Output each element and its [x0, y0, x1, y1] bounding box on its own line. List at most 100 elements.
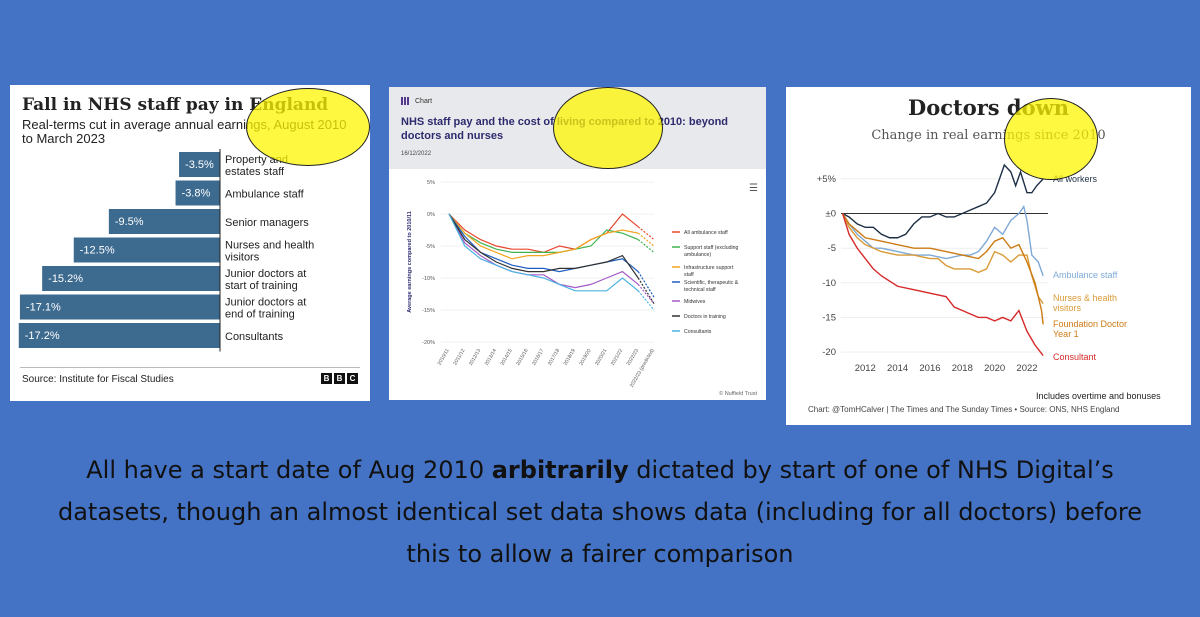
bar — [42, 266, 220, 291]
y-tick-label: -5% — [425, 244, 435, 250]
x-tick-label: 2015/16 — [515, 348, 529, 367]
y-tick-label: ±0 — [826, 209, 837, 220]
bar-value-label: -17.2% — [25, 330, 60, 342]
bar-value-label: -12.5% — [80, 245, 115, 257]
category-label: Consultants — [225, 331, 284, 343]
y-axis-label: Average earnings compared to 2010/11 — [407, 211, 413, 313]
x-tick-label: 2012/13 — [468, 348, 482, 367]
category-label: Junior doctors at — [225, 297, 306, 309]
bar — [73, 237, 220, 263]
series-line-predicted — [637, 284, 655, 304]
x-tick-label: 2019/20 — [578, 348, 592, 367]
series-line-predicted — [637, 226, 655, 241]
series-label: Ambulance staff — [1053, 270, 1118, 280]
legend-label: technical staff — [684, 287, 716, 293]
nuffield-credit: © Nuffield Trust — [719, 390, 757, 397]
times-chart-credit: Chart: @TomHCalver | The Times and The S… — [808, 405, 1120, 414]
highlight-ellipse-1 — [246, 88, 370, 166]
x-tick-label: 2010/11 — [437, 348, 451, 367]
bar-value-label: -3.8% — [182, 188, 211, 200]
series-label: Year 1 — [1053, 329, 1079, 339]
times-chart-panel: Doctors down Change in real earnings sin… — [786, 87, 1191, 425]
x-tick-label: 2022 — [1016, 363, 1037, 374]
category-label: estates staff — [225, 166, 285, 178]
bbc-divider — [20, 367, 360, 368]
series-line — [448, 213, 639, 254]
legend-label: Doctors in training — [684, 314, 726, 320]
series-line — [448, 213, 639, 292]
legend-label: staff — [684, 272, 694, 278]
series-line — [842, 213, 1044, 325]
legend-label: All ambulance staff — [684, 230, 728, 236]
legend-label: Scientific, therapeutic & — [684, 280, 739, 286]
legend-label: Midwives — [684, 299, 706, 305]
series-line-predicted — [637, 290, 655, 311]
series-label: All workers — [1053, 174, 1098, 184]
x-tick-label: 2014 — [887, 363, 908, 374]
highlight-ellipse-2 — [553, 87, 663, 169]
series-line — [448, 213, 639, 289]
series-line — [842, 163, 1044, 239]
series-line — [841, 213, 1044, 304]
category-label: end of training — [225, 309, 295, 321]
bar-chart-icon — [401, 97, 411, 105]
x-tick-label: 2017/18 — [547, 348, 561, 367]
y-tick-label: 5% — [427, 180, 435, 186]
legend-label: Support staff (excluding — [684, 245, 739, 251]
series-label: Consultant — [1053, 352, 1097, 362]
category-label: Junior doctors at — [225, 268, 306, 280]
x-tick-label: 2011/12 — [452, 348, 466, 367]
highlight-ellipse-3 — [1004, 98, 1098, 180]
series-line-predicted — [637, 277, 655, 304]
y-tick-label: -5 — [828, 243, 836, 254]
bar — [179, 152, 220, 177]
x-tick-label: 2021/22 — [610, 348, 624, 367]
series-line — [841, 213, 1044, 356]
x-tick-label: 2012 — [855, 363, 876, 374]
y-tick-label: -10 — [822, 278, 836, 289]
category-label: Senior managers — [225, 217, 309, 229]
series-line — [448, 213, 639, 253]
caption-part-2: dictated by start of one of NHS Digital’… — [57, 456, 1143, 568]
x-tick-label: 2020/21 — [594, 348, 608, 367]
x-tick-label: 2014/15 — [500, 348, 514, 367]
y-tick-label: +5% — [817, 174, 837, 185]
category-label: start of training — [225, 280, 298, 292]
x-tick-label: 2018/19 — [563, 348, 577, 367]
series-line — [842, 204, 1044, 277]
hamburger-menu-icon[interactable]: ☰ — [749, 183, 758, 194]
x-tick-label: 2020 — [984, 363, 1005, 374]
caption-part-1: All have a start date of Aug 2010 — [86, 456, 485, 484]
series-line-predicted — [637, 232, 655, 247]
times-line-chart: +5% ±0 -5 -10 -15 -20 2012 2014 2016 2018 2020 2022… — [817, 163, 1127, 374]
series-label: visitors — [1053, 303, 1082, 313]
y-tick-label: -15 — [822, 312, 836, 323]
series-label: Nurses & health — [1053, 293, 1117, 303]
x-tick-label: 2022/23 — [626, 348, 640, 367]
bar — [108, 209, 220, 234]
caption-bold: arbitrarily — [491, 456, 629, 484]
category-label: visitors — [225, 252, 260, 264]
x-tick-label: 2018 — [952, 363, 973, 374]
x-tick-label: 2013/14 — [484, 348, 498, 367]
y-tick-label: 0% — [427, 212, 435, 218]
series-line-predicted — [637, 271, 655, 298]
category-label: Nurses and health — [225, 240, 314, 252]
nuffield-line-chart: 5% 0% -5% -10% -15% -20%2010/11 2011/12 2012/13… — [407, 180, 757, 397]
bar — [19, 294, 221, 320]
times-chart-note: Includes overtime and bonuses — [1036, 391, 1161, 401]
legend-label: Infrastructure support — [684, 265, 734, 271]
legend-label: ambulance) — [684, 252, 711, 258]
legend-label: Consultants — [684, 329, 712, 335]
nuffield-chart-date: 16/12/2022 — [401, 151, 432, 157]
series-line — [448, 213, 639, 260]
series-label: Foundation Doctor — [1053, 319, 1127, 329]
bar-value-label: -15.2% — [48, 273, 83, 285]
bar — [18, 323, 221, 348]
slide-caption: All have a start date of Aug 2010 arbitr… — [40, 449, 1160, 575]
series-line — [448, 213, 639, 279]
bar-value-label: -3.5% — [185, 159, 214, 171]
bar-value-label: -9.5% — [115, 216, 144, 228]
